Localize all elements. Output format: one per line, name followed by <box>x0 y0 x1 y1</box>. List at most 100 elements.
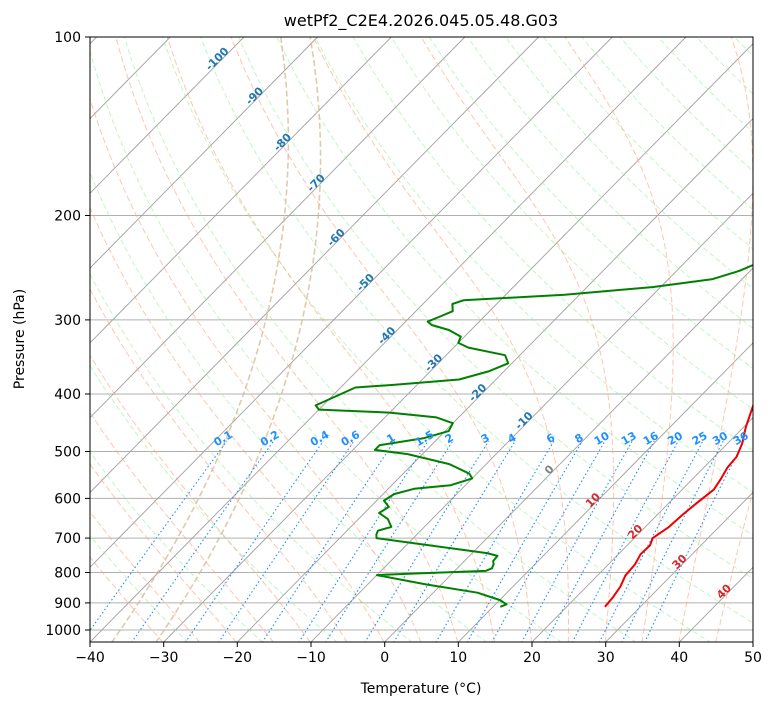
isotherm-line <box>236 117 753 642</box>
dry-adiabat-line <box>238 37 753 580</box>
mixing-ratio-line <box>545 440 655 642</box>
dry-adiabat-label: -40 <box>375 324 398 347</box>
x-tick-label: 20 <box>523 650 541 666</box>
mixing-ratio-label: 6 <box>544 431 557 446</box>
mixing-ratio-line <box>261 440 395 642</box>
dry-adiabat-line <box>314 37 753 494</box>
plot-frame <box>89 36 754 643</box>
mixing-ratio-line <box>521 440 633 642</box>
dry-adiabat-label: -80 <box>271 130 294 153</box>
moist-adiabat-line <box>715 488 753 642</box>
isotherm-line <box>90 37 539 494</box>
moist-adiabat-line <box>90 354 311 642</box>
isotherm-line <box>752 641 753 642</box>
isotherm-line <box>90 37 245 194</box>
dry-adiabat-line <box>90 451 264 642</box>
dry-adiabat-line <box>276 37 753 536</box>
mixing-ratio-label: 1.5 <box>413 428 436 449</box>
dry-adiabat-label: -60 <box>325 226 348 249</box>
mixing-ratio-line <box>298 440 429 642</box>
mixing-ratio-label: 36 <box>731 429 751 448</box>
x-tick-label: −40 <box>75 650 105 666</box>
mixing-ratio-line <box>131 440 274 642</box>
mixing-ratio-label: 0.2 <box>258 428 281 449</box>
dry-adiabat-label: -50 <box>354 271 377 294</box>
mixing-ratio-line <box>90 440 228 632</box>
isotherm-line <box>605 491 753 642</box>
x-tick-label: 30 <box>597 650 615 666</box>
profile-lines <box>314 264 753 608</box>
moist-adiabat-line <box>90 411 274 642</box>
y-tick-label: 400 <box>54 387 81 403</box>
chart-title: wetPf2_C2E4.2026.045.05.48.G03 <box>284 11 558 31</box>
saturation-guide-line <box>155 37 322 642</box>
mixing-ratio-label: 16 <box>641 429 661 448</box>
moist-adiabat-line <box>90 287 348 642</box>
y-tick-label: 700 <box>54 531 81 547</box>
mixing-ratio-line <box>364 440 490 642</box>
dry-adiabat-line <box>695 37 753 95</box>
mixing-ratio-line <box>466 440 583 642</box>
mixing-ratio-line <box>621 440 724 642</box>
dry-adiabat-label: -10 <box>512 409 535 432</box>
line-labels: -100-90-80-70-60-50-40-30-20-100.1 0.2 0.4… <box>203 44 751 601</box>
dry-adiabat-line <box>657 37 753 133</box>
mixing-ratio-line <box>393 440 516 642</box>
mixing-ratio-label: 8 <box>572 431 585 446</box>
y-tick-label: 1000 <box>45 623 81 639</box>
mixing-ratio-label: 30 <box>710 429 730 448</box>
isotherm-line <box>90 37 613 568</box>
isotherm-line <box>90 37 318 269</box>
moist-adiabat-line <box>90 463 237 642</box>
x-axis-label: Temperature (°C) <box>360 681 482 697</box>
mixing-ratio-line <box>435 440 555 642</box>
moist-adiabat-line <box>420 37 615 642</box>
moist-adiabat-line <box>230 37 532 642</box>
moist-adiabat-line <box>166 37 496 642</box>
dry-adiabat-line <box>161 37 712 642</box>
mixing-ratio-label: 13 <box>619 429 639 448</box>
dry-adiabat-line <box>90 272 413 642</box>
dry-adiabat-line <box>90 49 562 642</box>
mixing-ratio-label: 0.1 <box>211 428 234 449</box>
mixing-ratio-line <box>184 440 324 642</box>
isotherm-line <box>90 37 466 419</box>
mixing-ratio-line <box>325 440 454 642</box>
moist-adiabat-label: 20 <box>625 522 645 542</box>
y-tick-label: 100 <box>54 30 81 46</box>
y-tick-label: 300 <box>54 313 81 329</box>
dry-adiabat-line <box>90 171 488 642</box>
mixing-ratio-label: 25 <box>690 429 710 448</box>
dry-adiabat-label: -20 <box>466 381 489 404</box>
moist-adiabat-line <box>90 97 422 642</box>
y-tick-label: 500 <box>54 445 81 461</box>
x-tick-label: 10 <box>449 650 467 666</box>
isotherm-line <box>384 267 753 642</box>
y-tick-label: 200 <box>54 209 81 225</box>
moist-adiabat-line <box>90 556 164 642</box>
mixing-ratio-label: 3 <box>479 431 492 446</box>
isotherm-line <box>163 43 753 642</box>
dry-adiabat-line <box>200 37 753 624</box>
x-tick-label: −30 <box>149 650 179 666</box>
dry-adiabat-line <box>90 534 189 642</box>
x-tick-label: 0 <box>380 650 389 666</box>
x-tick-label: −10 <box>296 650 326 666</box>
moist-adiabat-line <box>115 37 459 642</box>
isotherm-line <box>531 416 753 642</box>
y-axis-label: Pressure (hPa) <box>12 289 28 389</box>
mixing-ratio-line <box>571 440 679 642</box>
x-tick-label: −20 <box>223 650 253 666</box>
mixing-ratio-label: 0.6 <box>339 428 363 449</box>
moist-adiabat-line <box>564 37 674 642</box>
moist-adiabat-line <box>90 206 385 642</box>
dry-adiabat-line <box>505 37 753 289</box>
dry-adiabat-line <box>90 364 338 642</box>
mixing-ratio-label: 10 <box>592 429 612 448</box>
y-tick-label: 900 <box>54 596 81 612</box>
isotherm-line <box>457 342 753 642</box>
moist-adiabat-label: 30 <box>670 552 690 572</box>
moist-adiabat-line <box>312 37 569 642</box>
dry-adiabat-line <box>734 37 753 57</box>
